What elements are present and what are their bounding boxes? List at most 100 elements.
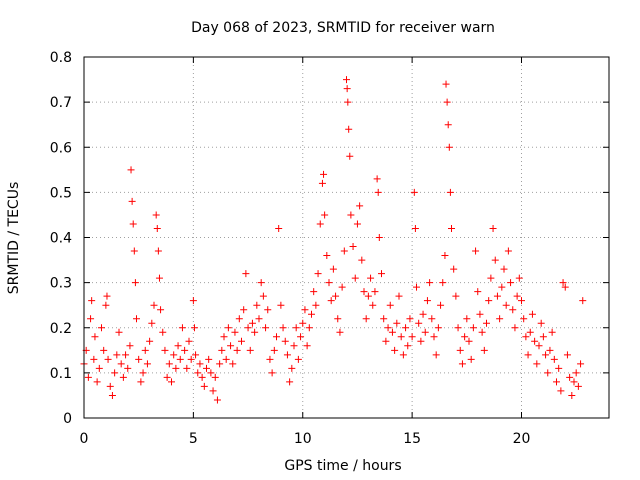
data-point bbox=[537, 319, 545, 327]
data-point bbox=[133, 315, 140, 323]
chart-title: Day 068 of 2023, SRMTID for receiver war… bbox=[191, 20, 495, 36]
data-point bbox=[417, 337, 425, 345]
data-point bbox=[340, 247, 348, 255]
data-point bbox=[137, 378, 145, 386]
data-point bbox=[360, 288, 368, 296]
data-point bbox=[190, 324, 198, 332]
data-point bbox=[165, 360, 173, 368]
data-point bbox=[410, 188, 418, 196]
data-point bbox=[325, 279, 333, 287]
data-point bbox=[546, 346, 554, 354]
data-point bbox=[446, 188, 454, 196]
y-tick-label: 0.4 bbox=[50, 231, 72, 247]
data-point bbox=[283, 351, 291, 359]
data-point bbox=[146, 337, 154, 345]
data-point bbox=[518, 297, 525, 305]
data-point bbox=[423, 297, 431, 305]
data-point bbox=[192, 351, 200, 359]
data-point bbox=[373, 175, 381, 183]
x-tick-label: 20 bbox=[513, 431, 531, 447]
data-point bbox=[220, 333, 228, 341]
data-point bbox=[465, 337, 473, 345]
data-point bbox=[533, 360, 541, 368]
data-point bbox=[172, 364, 180, 372]
data-point bbox=[419, 310, 427, 318]
data-point bbox=[445, 143, 453, 151]
data-point bbox=[87, 315, 95, 323]
data-point bbox=[353, 220, 361, 228]
data-point bbox=[522, 333, 530, 341]
data-point bbox=[231, 328, 239, 336]
data-point bbox=[502, 301, 510, 309]
data-point bbox=[351, 274, 359, 282]
y-tick-label: 0.5 bbox=[50, 185, 72, 201]
data-points bbox=[80, 76, 587, 404]
data-point bbox=[130, 247, 138, 255]
data-point bbox=[189, 297, 197, 305]
data-point bbox=[127, 166, 135, 174]
data-point bbox=[155, 274, 163, 282]
data-point bbox=[205, 355, 213, 363]
data-point bbox=[264, 306, 272, 314]
data-point bbox=[555, 364, 563, 372]
data-point bbox=[163, 373, 171, 381]
data-point bbox=[478, 328, 486, 336]
data-point bbox=[349, 243, 357, 251]
data-point bbox=[568, 391, 576, 399]
data-point bbox=[320, 170, 328, 178]
data-point bbox=[299, 319, 307, 327]
data-point bbox=[432, 351, 440, 359]
data-point bbox=[203, 364, 210, 372]
data-point bbox=[218, 346, 226, 354]
data-point bbox=[513, 292, 521, 300]
data-point bbox=[441, 252, 449, 260]
data-point bbox=[577, 360, 585, 368]
data-point bbox=[338, 283, 346, 291]
data-point bbox=[371, 288, 379, 296]
data-point bbox=[170, 351, 178, 359]
data-point bbox=[539, 333, 547, 341]
data-point bbox=[95, 364, 103, 372]
data-point bbox=[126, 342, 134, 350]
data-point bbox=[244, 324, 252, 332]
y-tick-label: 0.3 bbox=[50, 276, 72, 292]
data-point bbox=[157, 306, 165, 314]
data-point bbox=[209, 387, 217, 395]
data-point bbox=[364, 292, 372, 300]
data-point bbox=[273, 333, 280, 341]
data-point bbox=[570, 378, 578, 386]
y-tick-label: 0.1 bbox=[50, 366, 72, 382]
data-point bbox=[91, 333, 99, 341]
data-point bbox=[115, 328, 123, 336]
data-point bbox=[413, 283, 420, 291]
y-tick-label: 0.6 bbox=[50, 140, 72, 156]
grid bbox=[84, 57, 609, 418]
data-point bbox=[480, 346, 488, 354]
data-point bbox=[297, 333, 305, 341]
x-tick-label: 5 bbox=[189, 431, 198, 447]
data-point bbox=[277, 301, 285, 309]
data-point bbox=[450, 265, 458, 273]
data-point bbox=[531, 337, 539, 345]
data-point bbox=[500, 265, 508, 273]
data-point bbox=[286, 378, 294, 386]
data-point bbox=[411, 224, 419, 232]
data-point bbox=[301, 306, 309, 314]
data-point bbox=[559, 279, 567, 287]
data-point bbox=[535, 342, 543, 350]
x-axis-label: GPS time / hours bbox=[284, 458, 401, 474]
data-point bbox=[102, 301, 110, 309]
data-point bbox=[399, 351, 407, 359]
data-point bbox=[528, 310, 536, 318]
data-point bbox=[106, 382, 114, 390]
data-point bbox=[469, 324, 477, 332]
data-point bbox=[343, 85, 351, 93]
data-point bbox=[187, 355, 195, 363]
data-point bbox=[290, 342, 298, 350]
data-point bbox=[178, 324, 186, 332]
data-point bbox=[185, 337, 193, 345]
data-point bbox=[402, 324, 410, 332]
data-point bbox=[344, 98, 352, 106]
data-point bbox=[316, 220, 324, 228]
